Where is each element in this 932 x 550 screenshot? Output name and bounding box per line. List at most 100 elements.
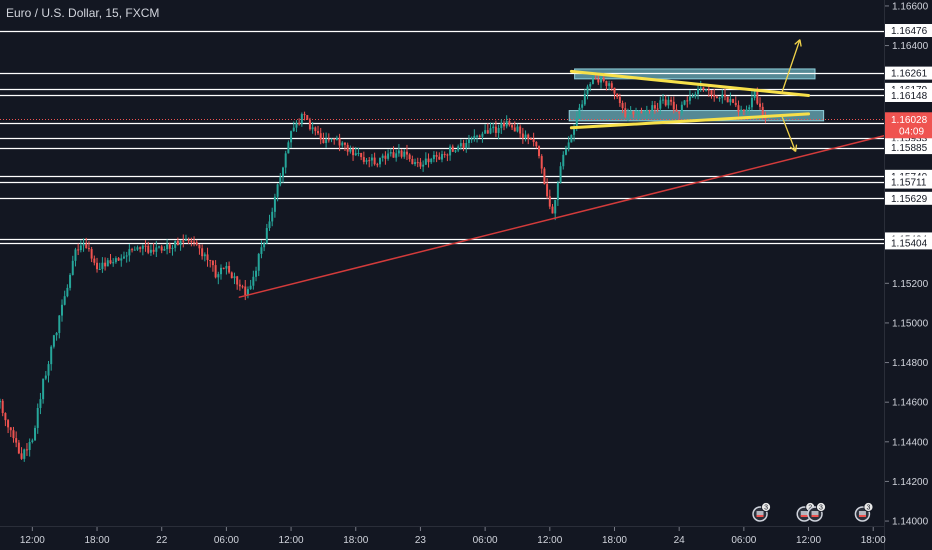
level-price-label: 1.16476 [885, 24, 932, 38]
candle [578, 103, 581, 119]
level-price-text: 1.16261 [891, 69, 928, 80]
candle [184, 234, 187, 241]
candle [740, 105, 743, 116]
candles-layer [0, 72, 767, 462]
triangle-lower-trend-line[interactable] [569, 112, 811, 130]
level-price-text: 1.15933 [891, 134, 928, 145]
level-price-text: 1.15404 [891, 238, 928, 249]
candle [276, 183, 279, 202]
price-tick-label: 1.16600 [892, 1, 929, 12]
horizontal-levels-layer[interactable] [0, 30, 884, 245]
candle [144, 240, 147, 252]
candle [63, 290, 66, 306]
candle [290, 130, 293, 148]
candle [190, 237, 193, 247]
candle [9, 427, 12, 437]
candle [637, 110, 640, 121]
candle [494, 120, 497, 137]
level-price-label: 1.15404 [885, 236, 932, 250]
candle [556, 180, 559, 206]
candle [443, 151, 446, 158]
candle [4, 412, 7, 427]
candle [58, 314, 61, 339]
candle [381, 153, 384, 162]
candle [149, 244, 152, 256]
candle [306, 115, 309, 121]
level-price-text: 1.15629 [891, 194, 928, 205]
time-axis[interactable]: 12:00 18:00 22 06:00 12:00 18:00 23 06:00 12:00 1… [20, 527, 886, 546]
event-badge[interactable]: 3 [752, 502, 771, 522]
candle [395, 149, 398, 162]
candle [616, 93, 619, 99]
event-badges-layer[interactable]: 3233 [752, 502, 874, 522]
candle [397, 144, 400, 157]
candle [233, 272, 236, 285]
time-tick-label: 12:00 [279, 535, 304, 546]
candle [451, 144, 454, 153]
event-badge[interactable]: 3 [854, 502, 874, 522]
candle [66, 284, 69, 298]
candle [71, 255, 74, 276]
time-tick-label: 12:00 [796, 535, 821, 546]
candle [230, 271, 233, 279]
candle [416, 157, 419, 168]
candle [246, 286, 249, 299]
candle [621, 100, 624, 113]
candle [60, 299, 63, 322]
candle [349, 145, 352, 154]
candle [317, 125, 320, 136]
candle [69, 273, 72, 291]
time-tick-label: 18:00 [861, 535, 886, 546]
candle [449, 144, 452, 161]
candle [50, 345, 53, 371]
candle [484, 124, 487, 134]
candle [392, 146, 395, 158]
candle [492, 122, 495, 133]
candle [287, 140, 290, 154]
price-tick-label: 1.16400 [892, 41, 929, 52]
candle [511, 123, 514, 130]
candle [432, 151, 435, 163]
candle [570, 134, 573, 143]
event-badge[interactable]: 3 [807, 502, 826, 522]
candle [160, 244, 163, 254]
candle [546, 178, 549, 199]
candle [171, 244, 174, 256]
candle [225, 262, 228, 275]
triangle-upper-trend-line[interactable] [569, 69, 811, 97]
price-axis[interactable]: 1.16600 1.16400 1.15200 1.15000 1.14800 1.146… [885, 1, 932, 528]
candle [508, 118, 511, 127]
candle [486, 123, 489, 134]
candle [362, 151, 365, 165]
level-price-label: 1.16261 [885, 66, 932, 80]
candle [209, 259, 212, 268]
candle [303, 111, 306, 121]
candle [31, 438, 34, 444]
candle [198, 244, 201, 255]
candle [435, 151, 438, 163]
candle [23, 448, 26, 462]
candle [155, 240, 158, 258]
candle [610, 81, 613, 91]
candle [476, 134, 479, 143]
candle [672, 96, 675, 114]
candle [214, 260, 217, 279]
candle [87, 241, 90, 252]
candle [748, 104, 751, 117]
candle [187, 237, 190, 245]
candle [737, 100, 740, 117]
trend-lines-layer[interactable] [238, 69, 885, 298]
support-trend-line[interactable] [238, 134, 885, 298]
time-tick-label: 23 [415, 535, 427, 546]
candle [241, 284, 244, 289]
candle [659, 96, 662, 115]
time-tick-label: 18:00 [602, 535, 627, 546]
candle [424, 152, 427, 166]
candle [729, 92, 732, 106]
candle [608, 80, 611, 90]
level-price-label: 1.15711 [885, 175, 932, 189]
level-price-text: 1.15885 [891, 143, 928, 154]
candle [697, 84, 700, 100]
